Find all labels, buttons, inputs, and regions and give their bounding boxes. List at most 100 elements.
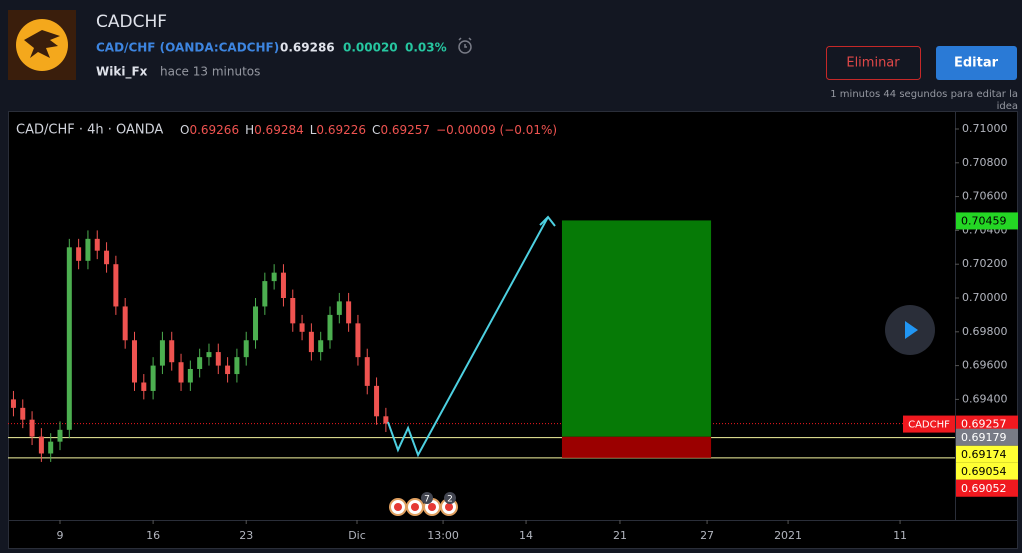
candle-body [48, 441, 54, 454]
x-tick-label: Dic [348, 529, 366, 542]
event-count: 7 [424, 495, 430, 505]
edit-button[interactable] [936, 46, 1017, 80]
candle-body [66, 247, 72, 430]
candle-body [85, 238, 91, 261]
price-label-box [956, 428, 1018, 446]
x-tick-label: 14 [519, 529, 533, 542]
alarm-icon[interactable] [458, 37, 472, 54]
legend-title: CAD/CHF · 4h · OANDA [16, 123, 163, 138]
x-tick-label: 2021 [774, 529, 802, 542]
y-tick-label: 0.69800 [962, 325, 1008, 338]
candle-body [113, 264, 119, 307]
y-tick-label: 0.69400 [962, 392, 1008, 405]
candle-body [159, 340, 165, 366]
candle-body [336, 301, 342, 315]
price-label-box [956, 445, 1018, 463]
price-label-box [956, 212, 1018, 230]
last-price-name-box [903, 415, 955, 433]
candle-body [178, 362, 184, 383]
time-ago: hace 13 minutos [160, 65, 260, 79]
edit-note: 1 minutos 44 segundos para editar la ide… [830, 89, 1018, 112]
price-label-box [956, 462, 1018, 480]
candle-body [38, 436, 44, 454]
legend-change: −0.00009 (−0.01%) [436, 123, 557, 137]
loss-zone [561, 436, 712, 458]
event-icon-dot [411, 503, 419, 511]
candle-body [318, 340, 324, 353]
y-tick-label: 0.71000 [962, 122, 1008, 135]
ohlc-value: 0.69257 [380, 123, 430, 137]
event-icon-dot [428, 503, 436, 511]
candle-body [299, 323, 305, 332]
candle-body [187, 368, 193, 383]
candle-body [197, 357, 203, 369]
price-label: 0.69174 [961, 448, 1007, 461]
ohlc-value: 0.69226 [316, 123, 366, 137]
x-tick-label: 9 [57, 529, 64, 542]
logo-eagle [24, 30, 60, 58]
chart-panel [8, 111, 1018, 549]
candle-body [364, 357, 370, 386]
y-tick-label: 0.70600 [962, 190, 1008, 203]
event-count-badge [421, 492, 433, 504]
candle-body [355, 323, 361, 358]
candle-body [94, 238, 100, 251]
edit-label[interactable]: Editar [954, 56, 999, 71]
candle-body [225, 365, 231, 375]
candle-body [346, 301, 352, 324]
last-price-box [956, 415, 1018, 433]
profit-zone [561, 220, 712, 437]
symbol[interactable]: CAD/CHF (OANDA:CADCHF) [96, 41, 279, 55]
candle-body [262, 281, 268, 307]
candle-body [29, 419, 35, 437]
delete-label[interactable]: Eliminar [846, 56, 900, 71]
delete-button[interactable] [826, 46, 921, 80]
price-label: 0.69054 [961, 465, 1007, 478]
price-label-box [956, 479, 1018, 497]
candle-body [215, 352, 221, 366]
x-tick-label: 11 [893, 529, 907, 542]
ohlc-value: 0.69284 [254, 123, 304, 137]
candle-body [104, 250, 110, 265]
ohlc-key: L [310, 123, 317, 137]
candle-body [20, 407, 26, 420]
candle-body [280, 272, 286, 299]
last-price-label: 0.69257 [961, 418, 1007, 431]
last-price-name: CADCHF [908, 420, 950, 431]
projection-arrowhead [539, 215, 556, 227]
event-count: 2 [447, 495, 453, 505]
candle-body [327, 314, 333, 341]
y-tick-label: 0.70000 [962, 291, 1008, 304]
candle-body [10, 399, 16, 408]
candle-body [383, 416, 389, 424]
change-pct: 0.03% [405, 41, 447, 55]
ohlc-key: H [245, 123, 254, 137]
candle-body [290, 298, 296, 324]
edit-note-box: 1 minutos 44 segundos para editar la ide… [830, 89, 1018, 112]
event-icon-dot [394, 503, 402, 511]
candle-body [374, 385, 380, 417]
x-tick-label: 13:00 [427, 529, 459, 542]
x-tick-label: 27 [700, 529, 714, 542]
y-tick-label: 0.70800 [962, 156, 1008, 169]
author[interactable]: Wiki_Fx [96, 65, 148, 80]
candle-body [206, 352, 212, 358]
projection-line [387, 216, 549, 458]
candle-body [76, 247, 82, 261]
y-tick-label: 0.69600 [962, 359, 1008, 372]
candle-body [122, 306, 128, 341]
candle-body [169, 340, 175, 363]
play-icon[interactable] [905, 321, 918, 339]
x-tick-label: 16 [146, 529, 160, 542]
candle-body [243, 340, 249, 358]
candle-body [253, 306, 259, 341]
event-count-badge [444, 492, 456, 504]
x-tick-label: 21 [613, 529, 627, 542]
candle-body [131, 340, 137, 383]
candle-body [141, 382, 147, 391]
change: 0.00020 [343, 41, 398, 55]
ohlc-value: 0.69266 [189, 123, 239, 137]
candle-body [308, 331, 314, 353]
